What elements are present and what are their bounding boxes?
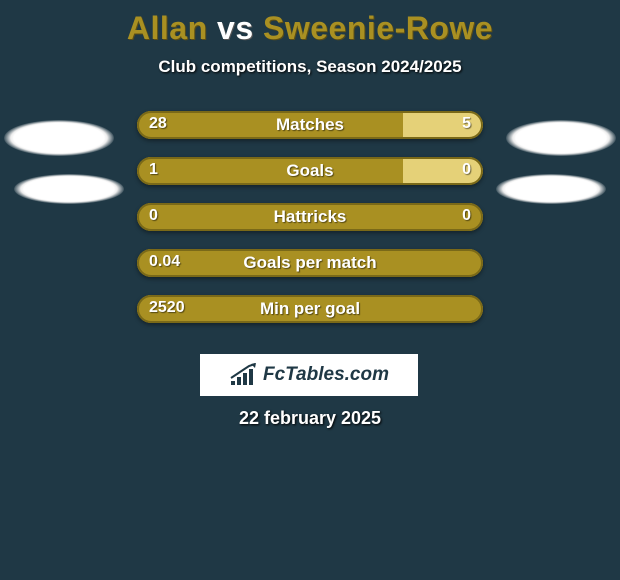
stat-row: 10Goals xyxy=(0,157,620,203)
player2-name: Sweenie-Rowe xyxy=(263,10,493,46)
comparison-title: Allan vs Sweenie-Rowe xyxy=(0,0,620,47)
brand-chart-icon xyxy=(229,363,259,387)
subtitle: Club competitions, Season 2024/2025 xyxy=(0,57,620,77)
stat-label: Matches xyxy=(0,115,620,135)
stat-row: 285Matches xyxy=(0,111,620,157)
stat-row: 2520Min per goal xyxy=(0,295,620,341)
stat-label: Goals xyxy=(0,161,620,181)
stat-label: Goals per match xyxy=(0,253,620,273)
stat-row: 00Hattricks xyxy=(0,203,620,249)
stat-label: Min per goal xyxy=(0,299,620,319)
brand-badge: FcTables.com xyxy=(200,354,418,396)
stat-label: Hattricks xyxy=(0,207,620,227)
stat-row: 0.04Goals per match xyxy=(0,249,620,295)
vs-text: vs xyxy=(217,10,254,46)
player1-name: Allan xyxy=(127,10,208,46)
brand-text: FcTables.com xyxy=(263,364,389,386)
date-text: 22 february 2025 xyxy=(0,408,620,429)
stats-container: 285Matches10Goals00Hattricks0.04Goals pe… xyxy=(0,111,620,341)
